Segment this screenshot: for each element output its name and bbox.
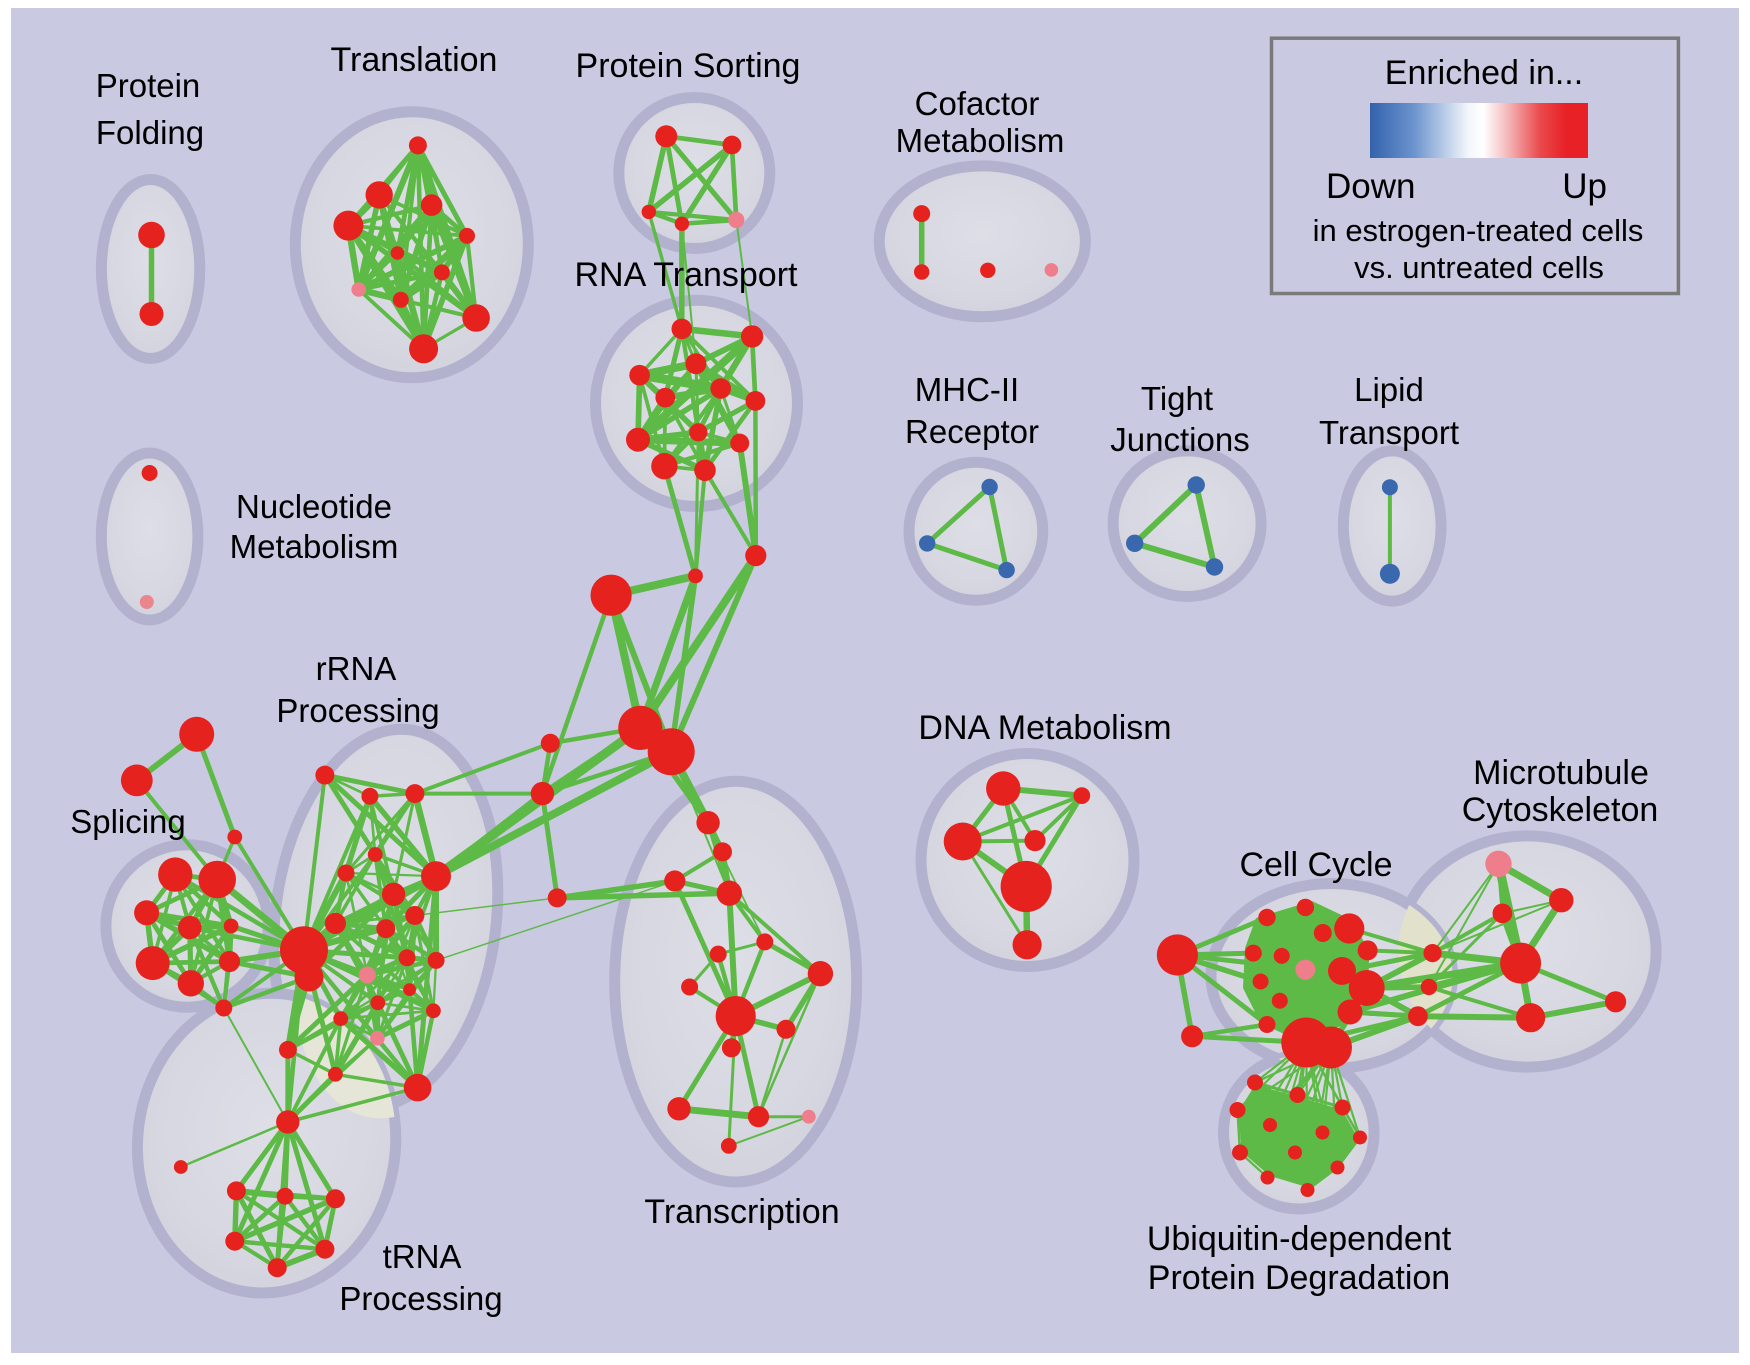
- svg-text:Protein Sorting: Protein Sorting: [576, 47, 801, 85]
- svg-text:Folding: Folding: [96, 114, 204, 151]
- svg-text:Tight: Tight: [1141, 380, 1213, 417]
- svg-text:Metabolism: Metabolism: [230, 528, 399, 565]
- svg-text:Translation: Translation: [331, 41, 498, 79]
- svg-text:Up: Up: [1562, 167, 1607, 206]
- svg-text:Junctions: Junctions: [1110, 421, 1249, 458]
- svg-text:Transcription: Transcription: [644, 1193, 839, 1231]
- svg-text:Nucleotide: Nucleotide: [236, 488, 392, 525]
- svg-text:Cytoskeleton: Cytoskeleton: [1462, 791, 1659, 829]
- svg-text:Processing: Processing: [276, 692, 439, 729]
- svg-text:Cofactor: Cofactor: [915, 85, 1040, 122]
- svg-text:rRNA: rRNA: [316, 650, 397, 687]
- svg-text:vs. untreated cells: vs. untreated cells: [1354, 250, 1604, 285]
- svg-text:Cell Cycle: Cell Cycle: [1239, 846, 1392, 884]
- svg-text:Enriched in...: Enriched in...: [1385, 54, 1583, 92]
- svg-text:Metabolism: Metabolism: [896, 122, 1065, 159]
- svg-text:RNA Transport: RNA Transport: [575, 256, 799, 294]
- svg-text:Down: Down: [1326, 167, 1415, 206]
- svg-text:Processing: Processing: [339, 1280, 502, 1317]
- svg-text:Ubiquitin-dependent: Ubiquitin-dependent: [1147, 1220, 1452, 1258]
- svg-text:DNA Metabolism: DNA Metabolism: [918, 709, 1171, 747]
- svg-text:MHC-II: MHC-II: [915, 371, 1019, 408]
- svg-text:Microtubule: Microtubule: [1473, 754, 1649, 792]
- svg-text:Transport: Transport: [1319, 414, 1459, 451]
- svg-text:Lipid: Lipid: [1354, 371, 1424, 408]
- svg-text:Receptor: Receptor: [905, 413, 1039, 450]
- svg-text:Protein Degradation: Protein Degradation: [1148, 1259, 1450, 1297]
- svg-text:tRNA: tRNA: [383, 1238, 462, 1275]
- svg-text:Protein: Protein: [96, 67, 201, 104]
- svg-text:Splicing: Splicing: [70, 803, 186, 840]
- svg-text:in estrogen-treated cells: in estrogen-treated cells: [1313, 213, 1644, 248]
